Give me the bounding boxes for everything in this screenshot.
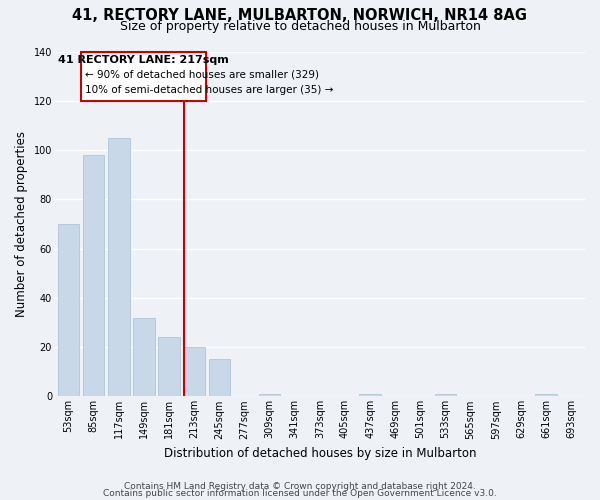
Text: 41, RECTORY LANE, MULBARTON, NORWICH, NR14 8AG: 41, RECTORY LANE, MULBARTON, NORWICH, NR… [73, 8, 527, 22]
Bar [209, 360, 230, 397]
Text: 10% of semi-detached houses are larger (35) →: 10% of semi-detached houses are larger (… [85, 84, 334, 94]
Bar [108, 138, 130, 396]
Text: Contains public sector information licensed under the Open Government Licence v3: Contains public sector information licen… [103, 489, 497, 498]
Bar [184, 347, 205, 397]
Bar [158, 338, 180, 396]
Text: 41 RECTORY LANE: 217sqm: 41 RECTORY LANE: 217sqm [58, 55, 229, 65]
Bar [83, 155, 104, 396]
Text: Size of property relative to detached houses in Mulbarton: Size of property relative to detached ho… [119, 20, 481, 33]
Bar [535, 394, 557, 396]
Y-axis label: Number of detached properties: Number of detached properties [15, 131, 28, 317]
Bar [259, 394, 280, 396]
Text: ← 90% of detached houses are smaller (329): ← 90% of detached houses are smaller (32… [85, 70, 319, 80]
Bar [359, 394, 381, 396]
X-axis label: Distribution of detached houses by size in Mulbarton: Distribution of detached houses by size … [164, 447, 476, 460]
Bar [133, 318, 155, 396]
Text: Contains HM Land Registry data © Crown copyright and database right 2024.: Contains HM Land Registry data © Crown c… [124, 482, 476, 491]
Bar [58, 224, 79, 396]
Bar [435, 394, 456, 396]
FancyBboxPatch shape [81, 52, 206, 101]
